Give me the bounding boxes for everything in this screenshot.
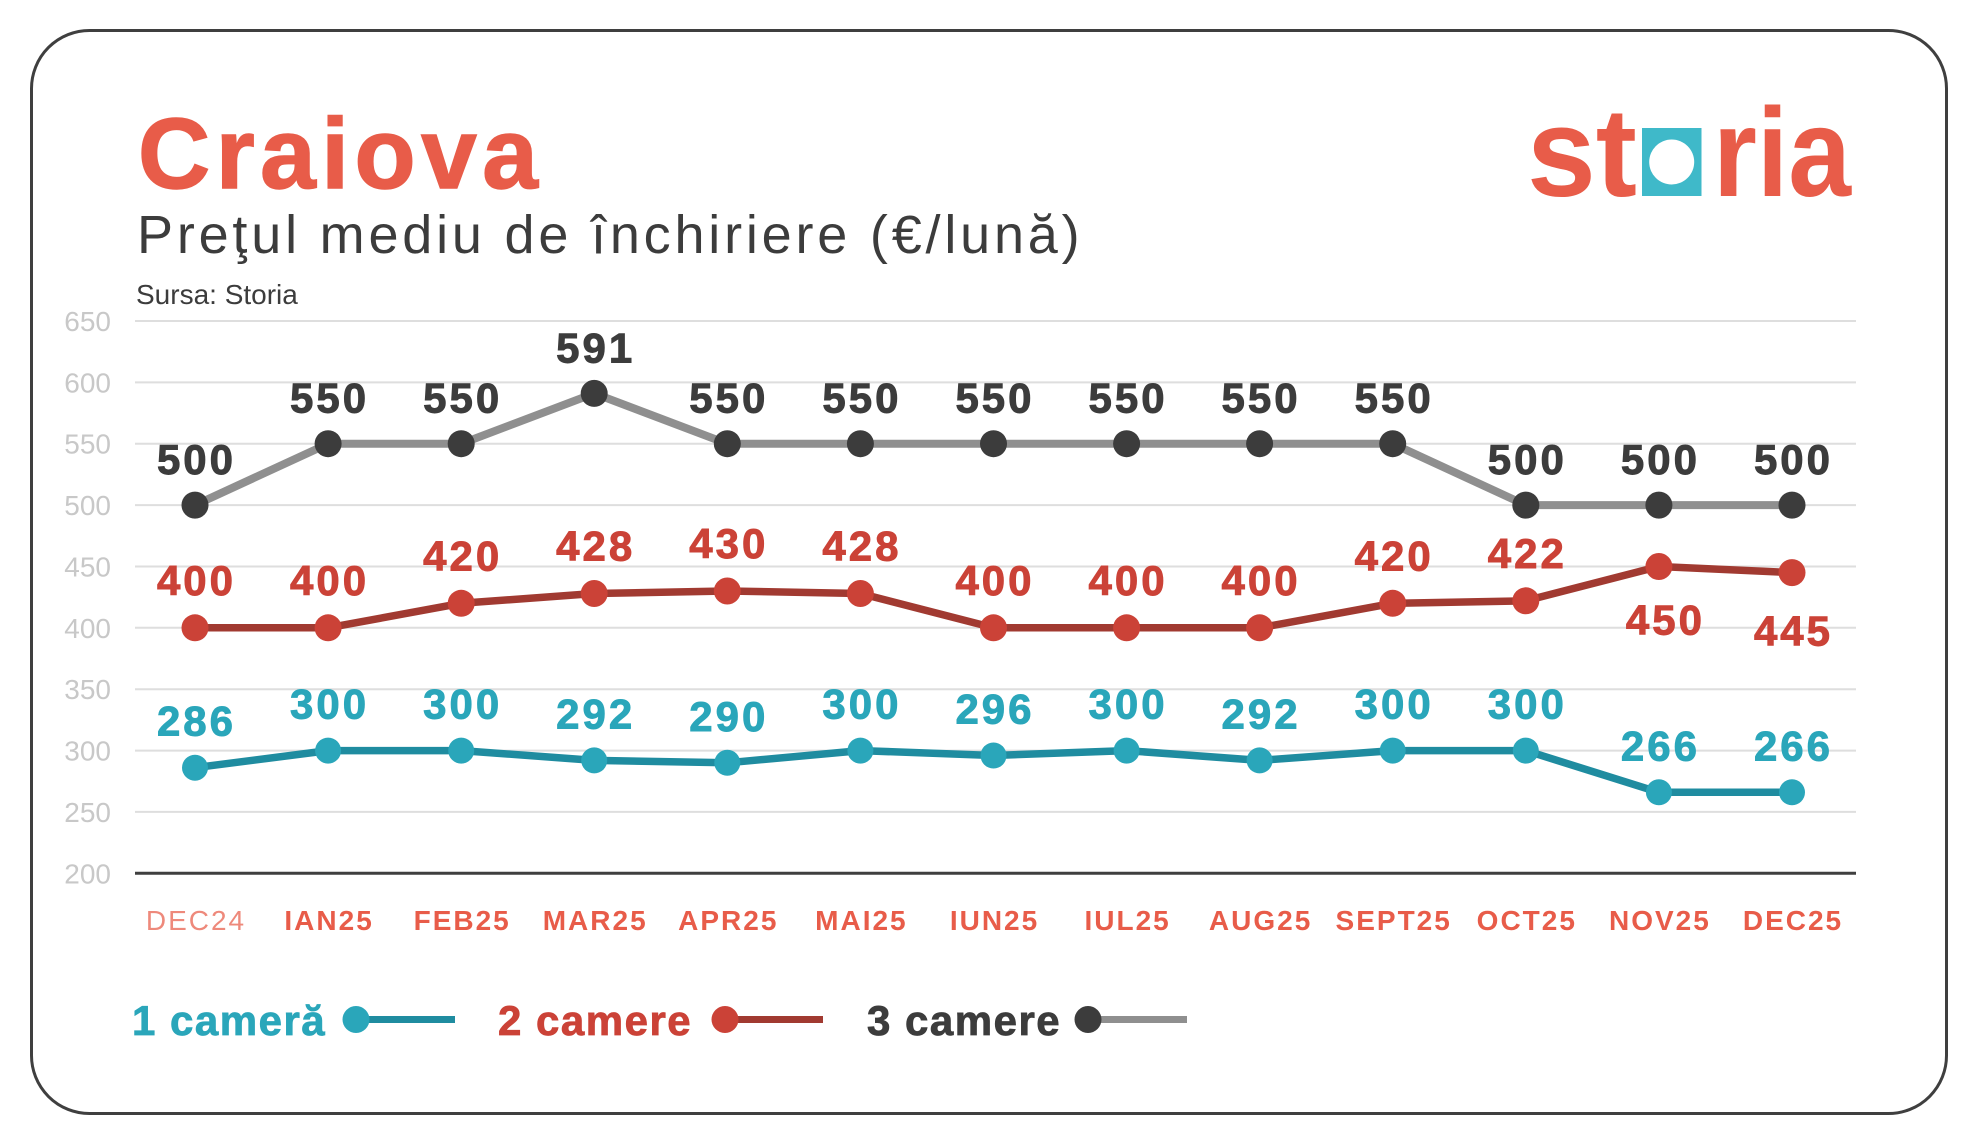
svg-text:550: 550 <box>1089 375 1168 422</box>
svg-text:430: 430 <box>689 520 768 567</box>
svg-text:550: 550 <box>955 375 1034 422</box>
svg-text:OCT25: OCT25 <box>1477 905 1577 936</box>
svg-text:1 cameră: 1 cameră <box>132 997 326 1044</box>
svg-text:500: 500 <box>157 436 236 483</box>
svg-text:300: 300 <box>1488 681 1567 728</box>
svg-text:292: 292 <box>1222 690 1301 737</box>
svg-text:500: 500 <box>1754 436 1833 483</box>
svg-text:FEB25: FEB25 <box>414 905 511 936</box>
svg-text:600: 600 <box>64 367 111 398</box>
svg-text:420: 420 <box>1355 532 1434 579</box>
svg-text:NOV25: NOV25 <box>1609 905 1711 936</box>
svg-text:200: 200 <box>64 858 111 889</box>
svg-text:286: 286 <box>157 698 236 745</box>
svg-text:428: 428 <box>822 523 901 570</box>
svg-text:500: 500 <box>1621 436 1700 483</box>
svg-text:550: 550 <box>1222 375 1301 422</box>
svg-text:250: 250 <box>64 797 111 828</box>
svg-text:Sursa: Storia: Sursa: Storia <box>136 279 298 310</box>
svg-text:650: 650 <box>64 306 111 337</box>
svg-text:428: 428 <box>556 523 635 570</box>
svg-text:400: 400 <box>955 557 1034 604</box>
svg-text:Craiova: Craiova <box>138 98 543 210</box>
svg-text:300: 300 <box>423 681 502 728</box>
svg-text:300: 300 <box>1355 681 1434 728</box>
svg-text:350: 350 <box>64 674 111 705</box>
svg-text:Preţul mediu de închiriere (€/: Preţul mediu de închiriere (€/lună) <box>137 205 1083 265</box>
svg-text:400: 400 <box>1222 557 1301 604</box>
svg-text:450: 450 <box>64 552 111 583</box>
svg-text:400: 400 <box>290 557 369 604</box>
svg-text:400: 400 <box>64 613 111 644</box>
svg-text:300: 300 <box>290 681 369 728</box>
svg-text:300: 300 <box>1089 681 1168 728</box>
svg-text:APR25: APR25 <box>678 905 778 936</box>
svg-text:IUL25: IUL25 <box>1084 905 1170 936</box>
svg-text:550: 550 <box>689 375 768 422</box>
svg-text:420: 420 <box>423 532 502 579</box>
svg-text:300: 300 <box>64 736 111 767</box>
svg-text:550: 550 <box>1355 375 1434 422</box>
svg-text:DEC24: DEC24 <box>146 905 246 936</box>
svg-text:550: 550 <box>822 375 901 422</box>
svg-text:500: 500 <box>1488 436 1567 483</box>
svg-text:MAR25: MAR25 <box>543 905 648 936</box>
svg-text:296: 296 <box>955 686 1034 733</box>
svg-text:500: 500 <box>64 490 111 521</box>
svg-text:450: 450 <box>1626 597 1705 644</box>
svg-text:3 camere: 3 camere <box>867 997 1061 1044</box>
svg-text:266: 266 <box>1754 722 1833 769</box>
svg-text:422: 422 <box>1488 530 1567 577</box>
svg-text:290: 290 <box>689 693 768 740</box>
svg-text:550: 550 <box>290 375 369 422</box>
svg-text:400: 400 <box>1089 557 1168 604</box>
svg-text:IUN25: IUN25 <box>950 905 1039 936</box>
svg-text:DEC25: DEC25 <box>1743 905 1843 936</box>
svg-text:2 camere: 2 camere <box>498 997 692 1044</box>
svg-text:st: st <box>1527 82 1637 223</box>
svg-text:266: 266 <box>1621 722 1700 769</box>
svg-text:AUG25: AUG25 <box>1209 905 1312 936</box>
svg-text:MAI25: MAI25 <box>815 905 907 936</box>
svg-text:550: 550 <box>423 375 502 422</box>
svg-text:IAN25: IAN25 <box>284 905 373 936</box>
svg-text:292: 292 <box>556 690 635 737</box>
svg-text:400: 400 <box>157 557 236 604</box>
svg-text:550: 550 <box>64 429 111 460</box>
svg-text:591: 591 <box>556 324 635 371</box>
svg-text:300: 300 <box>822 681 901 728</box>
svg-text:SEPT25: SEPT25 <box>1336 905 1452 936</box>
svg-text:ria: ria <box>1713 82 1852 223</box>
svg-text:445: 445 <box>1754 608 1833 655</box>
